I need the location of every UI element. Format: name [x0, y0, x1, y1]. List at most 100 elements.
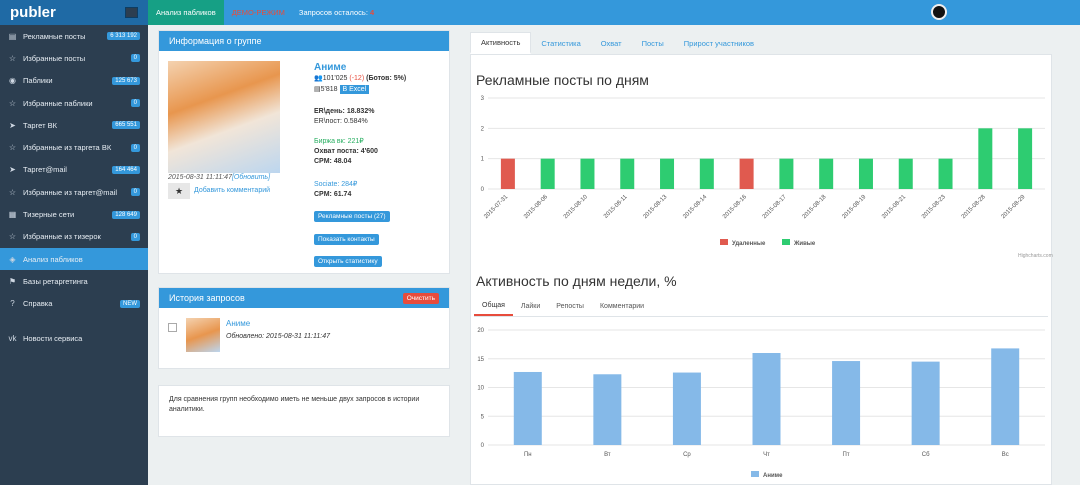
bar-Живые: [898, 158, 913, 189]
main-tab[interactable]: Охват: [600, 38, 622, 48]
logo[interactable]: publer: [10, 4, 56, 21]
x-tick-label: Ср: [683, 452, 691, 458]
sidebar-item[interactable]: ▤ Рекламные посты 6 313 192: [0, 25, 148, 47]
er-block: ER\день: 18.832% ER\пост: 0.584%: [314, 108, 375, 125]
count-badge: 665 551: [112, 121, 140, 130]
x-tick-label: 2015-07-31: [483, 194, 509, 220]
chart-tab[interactable]: Репосты: [556, 302, 584, 310]
bar-Живые: [580, 158, 595, 189]
sidebar-item[interactable]: ◈ Анализ пабликов: [0, 247, 148, 271]
top-bar: Анализ пабликов ДЕМО-РЕЖИМ Запросов оста…: [148, 0, 1080, 25]
bar: [832, 361, 861, 445]
bar: [752, 353, 781, 445]
add-comment-link[interactable]: Добавить комментарий: [194, 187, 271, 194]
sidebar-item-icon: ☆: [8, 187, 17, 197]
x-tick-label: 2015-08-14: [682, 194, 708, 220]
sidebar-item[interactable]: ➤ Таргет@mail 164 464: [0, 159, 148, 181]
sidebar-item-icon: ▦: [8, 210, 17, 220]
sidebar-item[interactable]: ☆ Избранные из таргет@mail 0: [0, 181, 148, 203]
history-thumb: [186, 318, 220, 352]
y-tick-label: 2: [481, 126, 485, 132]
sidebar-item[interactable]: ☆ Избранные из тизерок 0: [0, 226, 148, 248]
sidebar-item[interactable]: ☆ Избранные посты 0: [0, 47, 148, 69]
demo-mode-label: ДЕМО-РЕЖИМ: [231, 8, 285, 17]
bar: [593, 374, 622, 445]
x-tick-label: 2015-08-23: [921, 194, 947, 220]
sidebar-item-icon: ⚑: [8, 276, 17, 286]
x-tick-label: 2015-08-06: [523, 194, 549, 220]
sidebar-item[interactable]: ☆ Избранные паблики 0: [0, 92, 148, 114]
history-header: История запросов Очистить: [159, 288, 449, 308]
sidebar-item-label: Таргет ВК: [23, 120, 57, 130]
sidebar-item[interactable]: ? Справка NEW: [0, 293, 148, 315]
legend-swatch: [751, 471, 759, 477]
legend-label: Живые: [793, 241, 816, 247]
sidebar-item-icon: ☆: [8, 143, 17, 153]
sidebar: publer ▤ Рекламные посты 6 313 192 ☆ Избранн…: [0, 0, 148, 485]
sidebar-item[interactable]: ➤ Таргет ВК 665 551: [0, 114, 148, 136]
x-tick-label: 2015-08-28: [961, 194, 987, 220]
chart-tab[interactable]: Лайки: [520, 302, 541, 310]
excel-button[interactable]: В Excel: [339, 85, 370, 94]
group-name[interactable]: Аниме: [314, 62, 347, 73]
chart2-tabs: Общая Лайки Репосты Комментарии: [474, 296, 652, 316]
count-badge: 0: [130, 54, 140, 63]
legend-swatch: [720, 239, 728, 245]
sidebar-menu: ▤ Рекламные посты 6 313 192 ☆ Избранные пост…: [0, 25, 148, 349]
chart-tab[interactable]: Комментарии: [599, 302, 645, 310]
x-tick-label: 2015-08-16: [722, 194, 748, 220]
bar-Живые: [620, 158, 635, 189]
sidebar-item-label: Избранные из таргет@mail: [23, 187, 118, 197]
sidebar-item-icon: ◉: [9, 76, 16, 86]
open-stats-button[interactable]: Открыть статистику: [314, 256, 382, 267]
tab-analysis[interactable]: Анализ пабликов: [148, 0, 224, 25]
sidebar-item[interactable]: ◉ Паблики 125 673: [0, 70, 148, 92]
group-avatar: [168, 61, 280, 173]
star-icon[interactable]: ★: [168, 183, 190, 199]
menu-toggle-icon[interactable]: [125, 7, 138, 18]
x-tick-label: Сб: [922, 452, 930, 458]
sidebar-item-label: Рекламные посты: [23, 31, 86, 41]
sidebar-item[interactable]: ▦ Тизерные сети 128 649: [0, 203, 148, 225]
main-tab[interactable]: Статистика: [541, 38, 581, 48]
sidebar-item[interactable]: vk Новости сервиса: [0, 327, 148, 349]
history-group-name[interactable]: Аниме: [226, 319, 251, 328]
chart-tab[interactable]: Общая: [474, 296, 513, 316]
x-tick-label: Вт: [604, 452, 611, 458]
ad-posts-button[interactable]: Рекламные посты (27): [314, 211, 390, 222]
history-checkbox[interactable]: [168, 323, 177, 332]
group-info-header: Информация о группе: [159, 31, 449, 51]
history-panel: История запросов Очистить Аниме Обновлен…: [158, 287, 450, 369]
refresh-link[interactable]: [Обновить]: [231, 174, 271, 181]
y-tick-label: 3: [481, 96, 485, 102]
sidebar-item[interactable]: ⚑ Базы ретаргетинга: [0, 270, 148, 292]
show-contacts-button[interactable]: Показать контакты: [314, 234, 379, 245]
user-avatar[interactable]: [931, 4, 947, 20]
y-tick-label: 10: [477, 386, 484, 392]
posts-line: ▤5'818 В Excel: [314, 85, 370, 94]
y-tick-label: 5: [481, 414, 485, 420]
group-info-panel: Информация о группе Аниме 👥101'025 (-12)…: [158, 30, 450, 274]
bar-Живые: [660, 158, 675, 189]
count-badge: 0: [130, 99, 140, 108]
sidebar-item-label: Базы ретаргетинга: [23, 276, 88, 286]
bar: [672, 372, 701, 445]
clear-button[interactable]: Очистить: [402, 293, 439, 304]
x-tick-label: 2015-08-19: [841, 194, 867, 220]
ad-posts-chart: 0 1 2 3 2015-07-31 2015-08-06 2015-08-10 2015-0…: [481, 96, 1045, 247]
sidebar-item-icon: ◈: [9, 254, 16, 264]
main-tab[interactable]: Активность: [470, 32, 532, 54]
requests-left: Запросов осталось: 4: [298, 8, 375, 17]
main-tab[interactable]: Посты: [641, 38, 664, 48]
sidebar-item-label: Паблики: [23, 76, 53, 86]
bar-Живые: [819, 158, 834, 189]
x-tick-label: 2015-08-21: [881, 194, 907, 220]
bar-Живые: [540, 158, 555, 189]
sidebar-item-label: Справка: [23, 299, 53, 309]
sociate-block: Sociate: 284₽ CPM: 61.74: [314, 181, 358, 198]
sidebar-item[interactable]: ☆ Избранные из таргета ВК 0: [0, 136, 148, 158]
main-tab[interactable]: Прирост участников: [683, 38, 754, 48]
count-badge: 0: [130, 232, 140, 241]
count-badge: 6 313 192: [107, 32, 140, 41]
sidebar-item-icon: ☆: [8, 53, 17, 63]
